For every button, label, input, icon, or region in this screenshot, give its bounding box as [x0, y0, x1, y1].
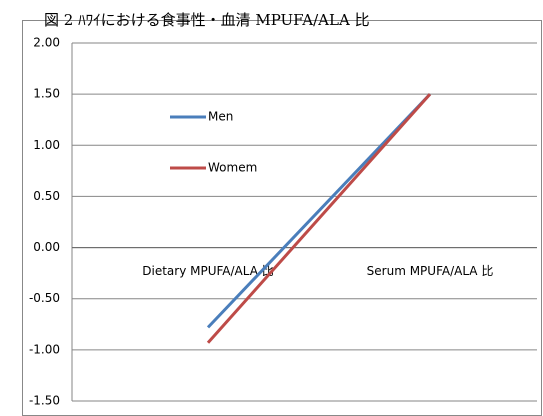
legend-label: Womem — [208, 161, 257, 175]
y-tick-label: -1.50 — [29, 394, 60, 408]
x-tick-label: Dietary MPUFA/ALA 比 — [142, 264, 274, 278]
y-tick-label: 0.50 — [33, 189, 60, 203]
chart-title: 図 2 ﾊﾜｲにおける食事性・血清 MPUFA/ALA 比 — [44, 11, 370, 29]
y-tick-label: 1.00 — [33, 138, 60, 152]
y-tick-label: 0.00 — [33, 240, 60, 254]
series-line — [206, 93, 432, 329]
series-line — [206, 93, 432, 344]
chart-frame — [22, 20, 542, 416]
y-tick-label: 1.50 — [33, 87, 60, 101]
y-tick-label: 2.00 — [33, 36, 60, 50]
x-tick-label: Serum MPUFA/ALA 比 — [367, 264, 494, 278]
legend-label: Men — [208, 110, 233, 124]
y-tick-label: -1.00 — [29, 342, 60, 356]
y-tick-label: -0.50 — [29, 291, 60, 305]
